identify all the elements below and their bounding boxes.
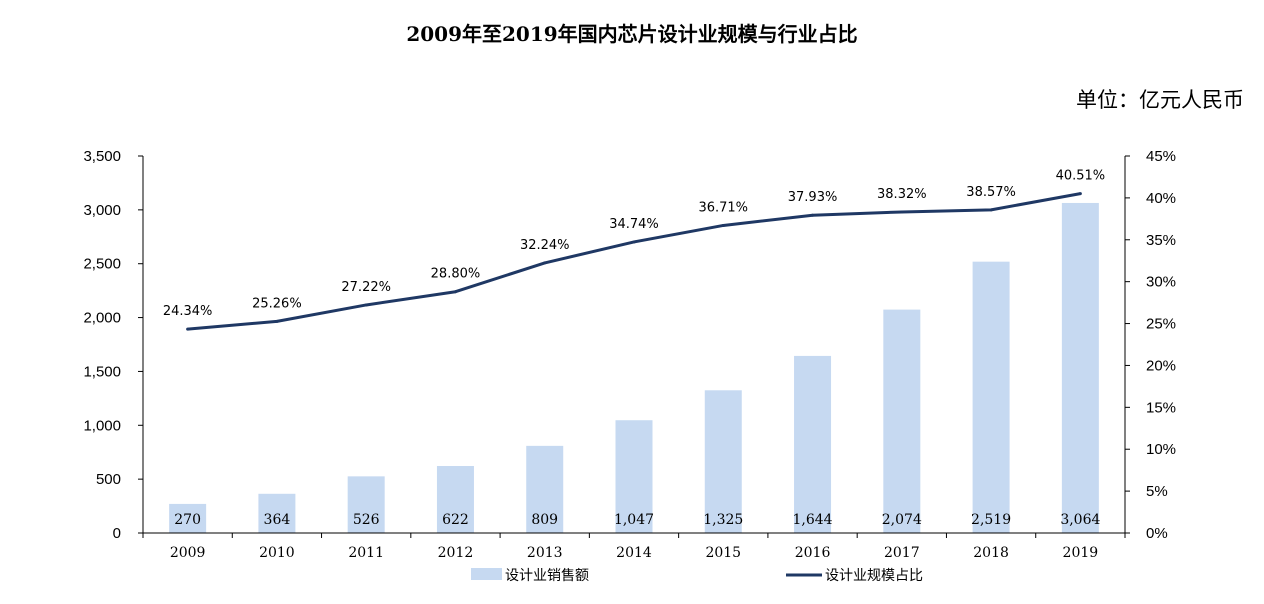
y-right-tick-label: 0% [1146,525,1168,542]
y-right-tick-label: 25% [1146,316,1176,333]
y-left-tick-label: 3,000 [83,202,121,219]
x-tick-label-2010: 2010 [259,545,295,561]
line-point-2014 [632,240,636,244]
y-right-tick-label: 45% [1146,148,1176,165]
line-label-2019: 40.51% [1056,169,1106,184]
legend-label-bar: 设计业销售额 [505,568,589,584]
x-tick-label-2011: 2011 [348,545,384,561]
y-right-tick-label: 40% [1146,190,1176,207]
y-left-tick-label: 1,000 [83,417,121,434]
y-right-tick-label: 10% [1146,441,1176,458]
line-label-2016: 37.93% [788,190,838,205]
line-label-2014: 34.74% [609,217,659,232]
x-tick-label-2015: 2015 [705,545,741,561]
bar-label-2016: 1,644 [792,512,832,528]
bar-2012 [436,466,474,533]
bar-2017 [883,309,921,533]
bar-2015 [704,390,742,533]
x-tick-label-2014: 2014 [616,545,652,561]
y-right-tick-label: 5% [1146,483,1168,500]
legend-label-line: 设计业规模占比 [825,568,923,584]
line-label-2012: 28.80% [431,267,481,282]
bar-2016 [794,355,832,533]
line-point-2017 [900,210,904,214]
bar-label-2013: 809 [531,512,558,528]
y-left-tick-label: 500 [96,471,121,488]
y-left-tick-label: 2,500 [83,256,121,273]
x-tick-label-2017: 2017 [884,545,920,561]
bar-2011 [347,476,385,533]
x-tick-label-2012: 2012 [438,545,474,561]
y-right-tick-label: 15% [1146,399,1176,416]
line-point-2012 [453,290,457,294]
x-tick-label-2016: 2016 [795,545,831,561]
line-label-2018: 38.57% [966,185,1016,200]
y-left-tick-label: 2,000 [83,310,121,327]
line-point-2019 [1078,192,1082,196]
line-label-2015: 36.71% [698,200,748,215]
line-point-2009 [186,327,190,331]
bar-label-2015: 1,325 [703,512,743,528]
line-point-2018 [989,208,993,212]
line-point-2015 [721,223,725,227]
x-tick-label-2018: 2018 [973,545,1009,561]
bar-2013 [526,445,564,533]
line-point-2016 [811,213,815,217]
line-point-2011 [364,303,368,307]
bar-label-2019: 3,064 [1060,512,1100,528]
y-right-tick-label: 20% [1146,357,1176,374]
bar-label-2012: 622 [442,512,469,528]
y-left-tick-label: 1,500 [83,363,121,380]
bar-2010 [258,493,296,533]
y-left-tick-label: 0 [113,525,121,542]
legend-swatch-bar [471,568,502,580]
x-tick-label-2013: 2013 [527,545,563,561]
bar-2014 [615,420,653,533]
bar-label-2010: 364 [264,512,291,528]
y-right-tick-label: 30% [1146,274,1176,291]
line-point-2010 [275,319,279,323]
bar-label-2009: 270 [174,512,201,528]
bar-label-2018: 2,519 [971,512,1011,528]
line-label-2011: 27.22% [341,280,391,295]
line-label-2010: 25.26% [252,296,302,311]
x-tick-label-2009: 2009 [170,545,206,561]
y-right-tick-label: 35% [1146,232,1176,249]
line-point-2013 [543,261,547,265]
line-label-2017: 38.32% [877,187,927,202]
unit-note: 单位：亿元人民币 [1076,88,1244,112]
chart-title: 2009年至2019年国内芯片设计业规模与行业占比 [406,22,858,46]
x-tick-label-2019: 2019 [1063,545,1099,561]
bar-2009 [169,503,207,533]
bar-2019 [1061,202,1099,533]
line-series-share [187,192,1081,331]
y-left-tick-label: 3,500 [83,148,121,165]
bar-label-2017: 2,074 [882,512,922,528]
line-label-2009: 24.34% [163,304,213,319]
bar-label-2011: 526 [353,512,380,528]
line-label-2013: 32.24% [520,238,570,253]
bar-label-2014: 1,047 [614,512,654,528]
bar-2018 [972,261,1010,533]
